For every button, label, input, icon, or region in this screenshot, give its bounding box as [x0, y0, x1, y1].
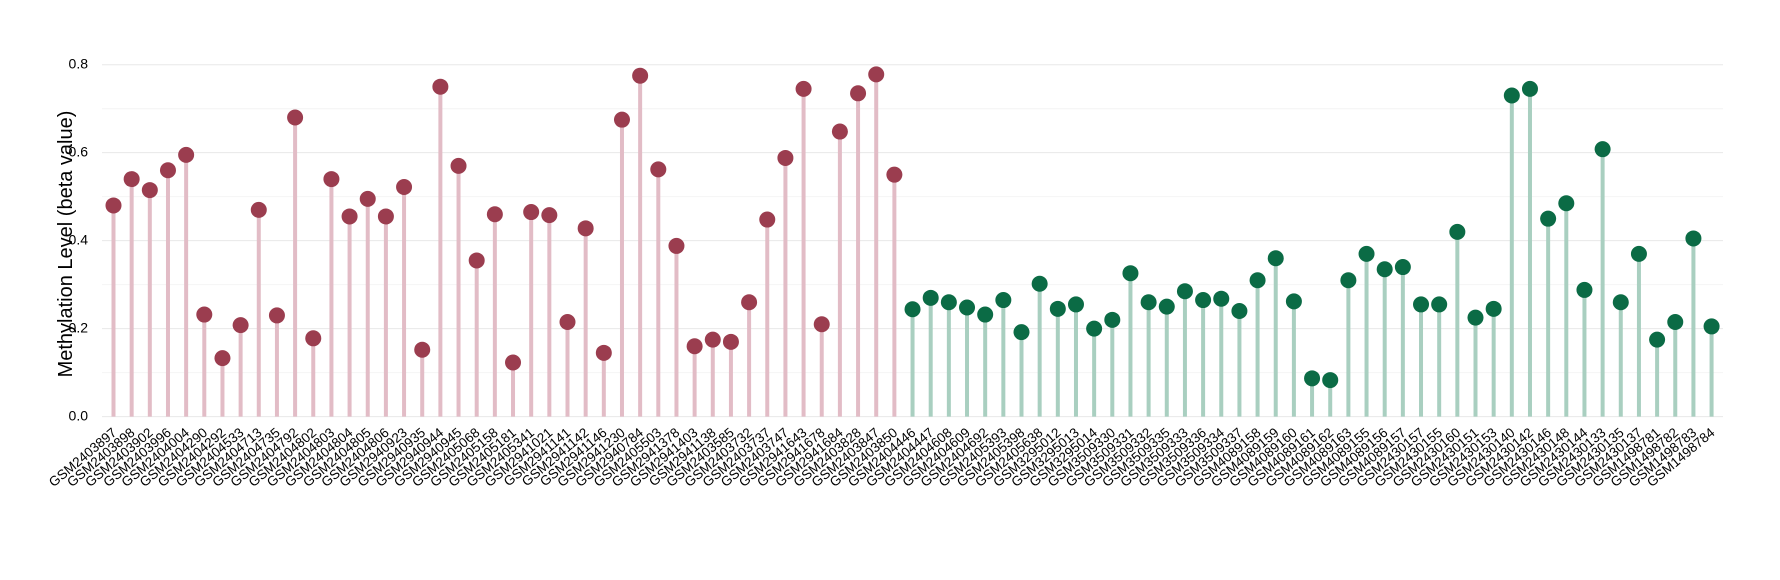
dot [1503, 87, 1520, 104]
dot [1358, 245, 1375, 262]
dot [1304, 370, 1321, 387]
dot [1667, 314, 1684, 331]
dot [432, 78, 449, 95]
dot [1031, 275, 1048, 292]
dot [813, 316, 830, 333]
dot [1521, 80, 1538, 97]
dot [1630, 245, 1647, 262]
dot [414, 341, 431, 358]
dot [1431, 296, 1448, 313]
dot [577, 220, 594, 237]
dot [1394, 259, 1411, 276]
dot [977, 306, 994, 323]
dot [232, 317, 249, 334]
dot [1449, 223, 1466, 240]
dot [105, 197, 122, 214]
y-tick-label: 0.6 [69, 143, 89, 159]
dot [541, 207, 558, 224]
dot [831, 123, 848, 140]
dot [904, 301, 921, 318]
dot [1049, 300, 1066, 317]
dot [922, 289, 939, 306]
dot [1195, 292, 1212, 309]
dot [1376, 261, 1393, 278]
dot [268, 307, 285, 324]
dot [359, 190, 376, 207]
dot [1340, 272, 1357, 289]
dot [1140, 294, 1157, 311]
dot [886, 166, 903, 183]
dot [1158, 298, 1175, 315]
dot [1558, 195, 1575, 212]
dot [741, 294, 758, 311]
dot [613, 111, 630, 128]
dot [287, 109, 304, 126]
dot [850, 85, 867, 102]
y-axis-label: Methylation Level (beta value) [55, 111, 77, 378]
dot [1322, 372, 1339, 389]
dot [159, 162, 176, 179]
dot [1612, 294, 1629, 311]
dot [595, 344, 612, 361]
dot [1249, 272, 1266, 289]
dot [1576, 281, 1593, 298]
dot [1176, 283, 1193, 300]
dot [396, 178, 413, 195]
dot [1086, 320, 1103, 337]
dot [305, 330, 322, 347]
dot [214, 350, 231, 367]
dot [1104, 311, 1121, 328]
dot [1703, 318, 1720, 335]
dot [668, 237, 685, 254]
dot [686, 338, 703, 355]
y-tick-label: 0.2 [69, 319, 89, 335]
dot [450, 157, 467, 174]
dot [486, 206, 503, 223]
dot [377, 208, 394, 225]
dot [196, 306, 213, 323]
y-tick-label: 0.0 [69, 407, 89, 423]
dot [995, 292, 1012, 309]
dot [323, 171, 340, 188]
dot [1285, 293, 1302, 310]
dot [468, 252, 485, 269]
dot [632, 67, 649, 84]
dot [178, 146, 195, 163]
dot [777, 149, 794, 166]
dot [1013, 324, 1030, 341]
dot [868, 66, 885, 83]
dot [1467, 309, 1484, 326]
dot [1213, 290, 1230, 307]
dot [1685, 230, 1702, 247]
dot [1413, 296, 1430, 313]
dot [795, 80, 812, 97]
y-tick-label: 0.8 [69, 55, 89, 71]
dot [940, 294, 957, 311]
dot [341, 208, 358, 225]
dot [1540, 210, 1557, 227]
dot [250, 201, 267, 218]
dot [722, 333, 739, 350]
dot [523, 204, 540, 221]
dot [1594, 141, 1611, 158]
dot [650, 161, 667, 178]
dot [1067, 296, 1084, 313]
dot [704, 331, 721, 348]
dot [1122, 265, 1139, 282]
dot [1231, 303, 1248, 320]
y-tick-label: 0.4 [69, 231, 89, 247]
dot [505, 354, 522, 371]
dot [1485, 300, 1502, 317]
dot [1267, 250, 1284, 267]
dot [123, 171, 140, 188]
dot [559, 314, 576, 331]
dot [759, 211, 776, 228]
dot [1649, 331, 1666, 348]
dot [959, 299, 976, 316]
dot [141, 182, 158, 199]
